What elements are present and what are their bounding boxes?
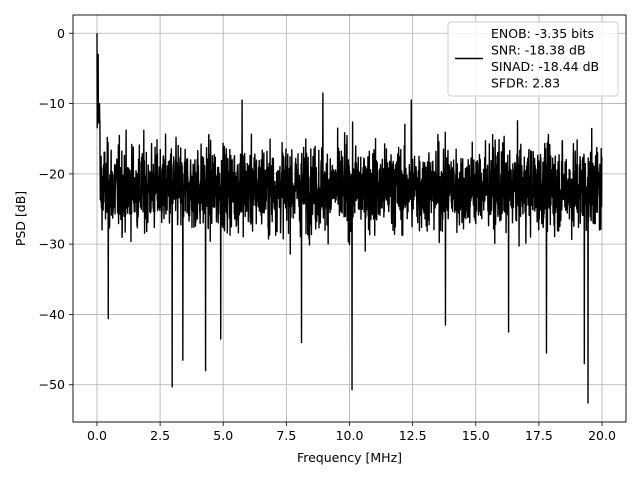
legend-line-1: ENOB: -3.35 bits [491,26,594,41]
x-tick-label: 5.0 [213,428,233,443]
x-ticks: 0.0 2.5 5.0 7.5 10.0 12.5 15.0 17.5 20.0 [87,422,616,443]
x-tick-label: 15.0 [462,428,490,443]
y-tick-label: −10 [39,96,65,111]
y-axis-label: PSD [dB] [13,191,28,246]
x-axis-label: Frequency [MHz] [297,450,402,465]
psd-series-line [96,33,603,404]
legend-line-2: SNR: -18.38 dB [491,43,586,58]
x-tick-label: 20.0 [588,428,616,443]
legend-line-3: SINAD: -18.44 dB [491,59,599,74]
y-tick-label: 0 [57,26,65,41]
x-tick-label: 0.0 [87,428,107,443]
x-tick-label: 17.5 [525,428,553,443]
x-tick-label: 2.5 [150,428,170,443]
legend: ENOB: -3.35 bits SNR: -18.38 dB SINAD: -… [447,21,619,97]
y-tick-label: −20 [39,166,65,181]
y-tick-label: −50 [39,377,65,392]
plot-area [96,33,603,404]
y-tick-label: −40 [39,307,65,322]
x-tick-label: 10.0 [336,428,364,443]
x-tick-label: 12.5 [399,428,427,443]
y-tick-label: −30 [39,237,65,252]
legend-box [447,21,619,97]
y-ticks: 0 −10 −20 −30 −40 −50 [39,26,73,392]
x-tick-label: 7.5 [276,428,296,443]
legend-line-4: SFDR: 2.83 [491,76,560,91]
